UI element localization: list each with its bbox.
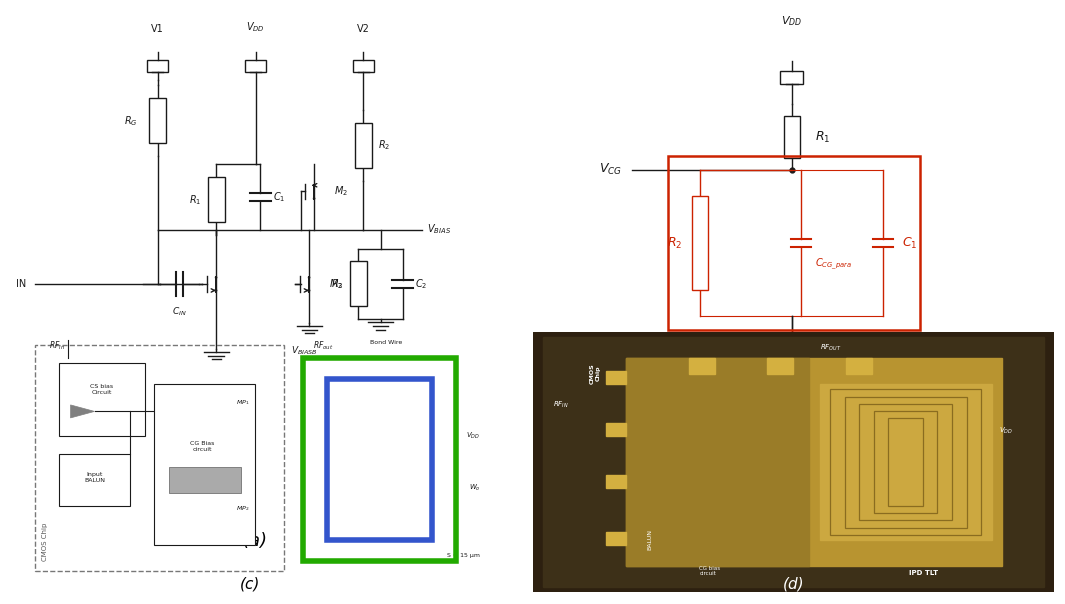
Text: $RF_{out}$: $RF_{out}$ [313, 340, 333, 353]
Bar [59, 454, 130, 506]
Bar [154, 384, 256, 545]
Text: $R_2$: $R_2$ [667, 236, 682, 251]
Bar [888, 419, 923, 506]
Bar [606, 475, 626, 488]
Text: (a): (a) [243, 532, 268, 550]
Text: $V_{DD}$: $V_{DD}$ [466, 431, 480, 441]
Text: $V_{CG}$: $V_{CG}$ [600, 162, 622, 178]
Text: (c): (c) [240, 577, 261, 592]
Bar [820, 384, 992, 540]
Bar [606, 532, 626, 545]
Bar [846, 358, 871, 374]
Text: BALUN: BALUN [648, 530, 652, 550]
Bar [353, 60, 374, 72]
Bar [147, 60, 168, 72]
Text: Bond Wire: Bond Wire [371, 340, 403, 345]
Bar [355, 123, 372, 168]
Text: $W_o$: $W_o$ [469, 483, 480, 493]
Bar [169, 467, 241, 493]
Text: CG Bias
circuit: CG Bias circuit [191, 441, 214, 452]
Text: $R_1$: $R_1$ [815, 130, 830, 145]
Bar [784, 116, 800, 158]
Text: $MP_1$: $MP_1$ [236, 398, 249, 406]
Text: $RF_{OUT}$: $RF_{OUT}$ [820, 342, 841, 353]
Text: IN: IN [16, 279, 26, 289]
Bar [668, 156, 920, 330]
Bar [606, 371, 626, 384]
Bar [351, 400, 409, 519]
Text: Input
BALUN: Input BALUN [84, 472, 105, 483]
Bar [692, 196, 708, 290]
Bar [302, 358, 456, 561]
Polygon shape [70, 405, 95, 418]
Text: $RF_{IN}$: $RF_{IN}$ [554, 400, 569, 410]
Bar [349, 262, 367, 306]
Text: $C_2$: $C_2$ [415, 277, 427, 291]
Text: $V_{BIAS}$: $V_{BIAS}$ [427, 223, 452, 236]
Text: $R_2$: $R_2$ [378, 138, 391, 152]
Text: $W_l$: $W_l$ [375, 454, 384, 464]
Text: (d): (d) [783, 577, 804, 592]
Bar [626, 358, 809, 566]
Text: $R_2$: $R_2$ [331, 277, 344, 291]
Text: $C_1$: $C_1$ [902, 236, 917, 251]
Text: V2: V2 [357, 24, 370, 34]
Text: $M_2$: $M_2$ [334, 185, 348, 198]
Text: S = 15 μm: S = 15 μm [447, 553, 480, 558]
Text: $V_{DD}$: $V_{DD}$ [999, 426, 1013, 436]
Bar [327, 379, 432, 540]
Text: $C_{IN}$: $C_{IN}$ [173, 306, 187, 318]
Text: CMOS
Chip: CMOS Chip [590, 364, 601, 384]
Text: $RF_{in}$: $RF_{in}$ [49, 340, 65, 353]
Text: $R_1$: $R_1$ [190, 193, 201, 207]
Bar [59, 364, 145, 436]
Text: CG bias
circuit: CG bias circuit [700, 565, 721, 576]
Bar [149, 98, 166, 143]
Bar [873, 411, 937, 513]
Bar [767, 358, 793, 374]
Text: $M_3$: $M_3$ [329, 277, 343, 291]
Text: CS bias
Circuit: CS bias Circuit [91, 384, 113, 395]
Bar [859, 404, 952, 520]
Bar [245, 60, 266, 72]
Bar [606, 423, 626, 436]
Bar [845, 397, 967, 527]
Bar [208, 177, 225, 222]
Text: $C_1$: $C_1$ [273, 190, 285, 204]
Bar [781, 71, 803, 84]
Text: CMOS Chip: CMOS Chip [42, 522, 48, 561]
Text: IPD TLT: IPD TLT [910, 570, 938, 576]
Bar [626, 358, 1002, 566]
Text: (b): (b) [802, 532, 828, 550]
Text: $MP_2$: $MP_2$ [236, 504, 249, 513]
Text: $R_G$: $R_G$ [125, 114, 138, 127]
Text: V1: V1 [151, 24, 164, 34]
Text: $V_{BIASB}$: $V_{BIASB}$ [291, 345, 318, 358]
Text: $C_{CG\_para}$: $C_{CG\_para}$ [815, 257, 852, 272]
Text: $V_{DD}$: $V_{DD}$ [782, 14, 802, 28]
Text: $V_{DD}$: $V_{DD}$ [246, 20, 265, 34]
Bar [689, 358, 715, 374]
Bar [830, 390, 981, 535]
